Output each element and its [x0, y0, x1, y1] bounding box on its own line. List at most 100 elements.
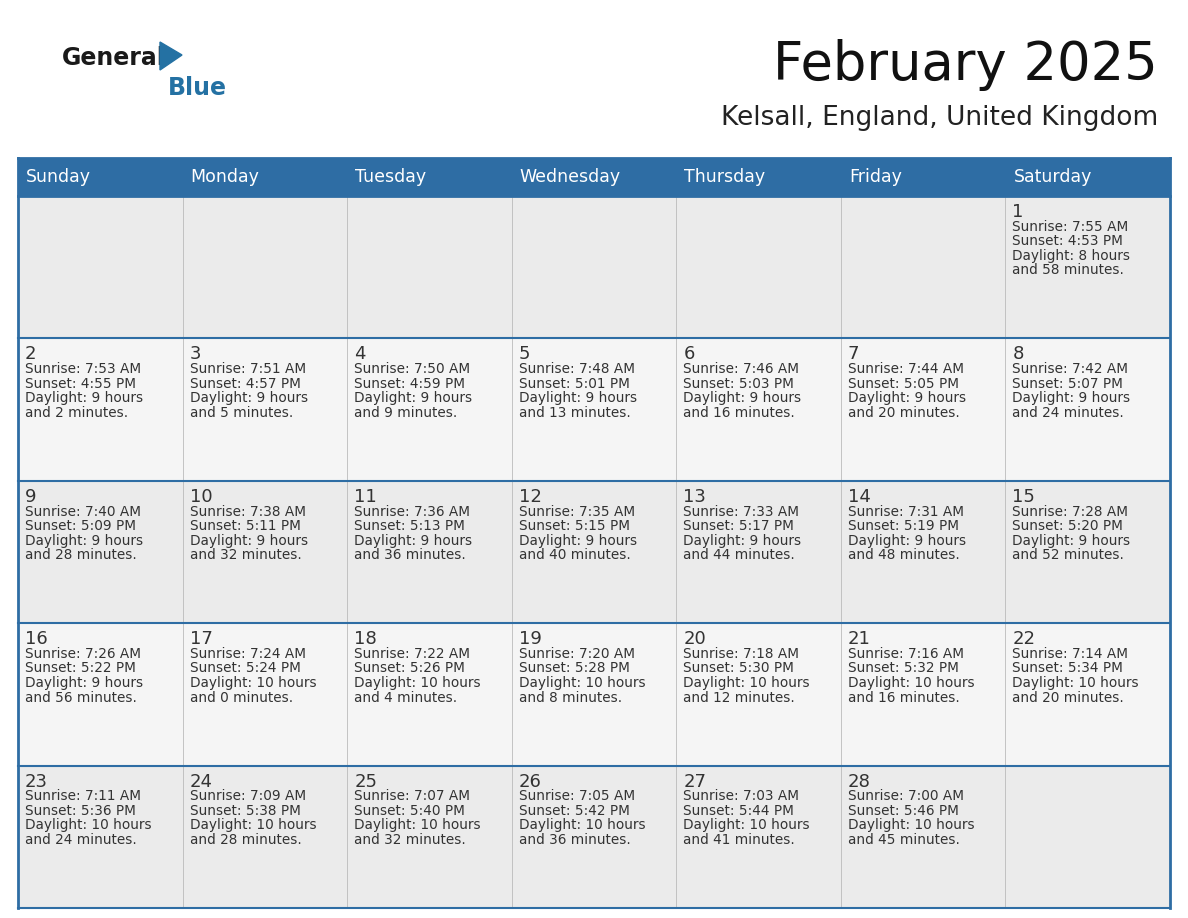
- Bar: [18, 481, 1170, 623]
- Text: 18: 18: [354, 630, 377, 648]
- Text: Daylight: 9 hours: Daylight: 9 hours: [190, 533, 308, 548]
- Polygon shape: [160, 42, 182, 70]
- Text: 22: 22: [1012, 630, 1036, 648]
- Text: Sunrise: 7:46 AM: Sunrise: 7:46 AM: [683, 363, 800, 376]
- Text: Sunrise: 7:22 AM: Sunrise: 7:22 AM: [354, 647, 470, 661]
- Text: Daylight: 9 hours: Daylight: 9 hours: [1012, 533, 1131, 548]
- Text: and 36 minutes.: and 36 minutes.: [354, 548, 466, 562]
- Text: Monday: Monday: [190, 168, 259, 186]
- Text: 10: 10: [190, 487, 213, 506]
- Text: 1: 1: [1012, 203, 1024, 221]
- Text: 6: 6: [683, 345, 695, 364]
- Text: Sunset: 5:03 PM: Sunset: 5:03 PM: [683, 376, 794, 391]
- Text: 15: 15: [1012, 487, 1035, 506]
- Text: Sunset: 5:17 PM: Sunset: 5:17 PM: [683, 519, 794, 533]
- Text: and 9 minutes.: and 9 minutes.: [354, 406, 457, 420]
- Text: Sunrise: 7:35 AM: Sunrise: 7:35 AM: [519, 505, 634, 519]
- Text: Sunset: 5:05 PM: Sunset: 5:05 PM: [848, 376, 959, 391]
- Text: Daylight: 9 hours: Daylight: 9 hours: [519, 391, 637, 405]
- Text: Thursday: Thursday: [684, 168, 765, 186]
- Text: and 44 minutes.: and 44 minutes.: [683, 548, 795, 562]
- Text: and 32 minutes.: and 32 minutes.: [354, 833, 466, 847]
- Text: 25: 25: [354, 773, 377, 790]
- Text: and 28 minutes.: and 28 minutes.: [25, 548, 137, 562]
- Text: February 2025: February 2025: [773, 39, 1158, 91]
- Text: Sunset: 4:59 PM: Sunset: 4:59 PM: [354, 376, 466, 391]
- Bar: [18, 158, 1170, 196]
- Text: Daylight: 10 hours: Daylight: 10 hours: [848, 676, 974, 690]
- Text: Daylight: 10 hours: Daylight: 10 hours: [848, 819, 974, 833]
- Text: Sunrise: 7:16 AM: Sunrise: 7:16 AM: [848, 647, 963, 661]
- Text: Daylight: 10 hours: Daylight: 10 hours: [1012, 676, 1139, 690]
- Text: 24: 24: [190, 773, 213, 790]
- Text: Sunset: 5:13 PM: Sunset: 5:13 PM: [354, 519, 465, 533]
- Text: Sunset: 5:19 PM: Sunset: 5:19 PM: [848, 519, 959, 533]
- Text: Wednesday: Wednesday: [519, 168, 621, 186]
- Text: Blue: Blue: [168, 76, 227, 100]
- Text: and 0 minutes.: and 0 minutes.: [190, 690, 292, 704]
- Text: and 16 minutes.: and 16 minutes.: [683, 406, 795, 420]
- Text: and 12 minutes.: and 12 minutes.: [683, 690, 795, 704]
- Text: Daylight: 9 hours: Daylight: 9 hours: [683, 533, 802, 548]
- Text: Sunrise: 7:18 AM: Sunrise: 7:18 AM: [683, 647, 800, 661]
- Text: Daylight: 9 hours: Daylight: 9 hours: [1012, 391, 1131, 405]
- Text: and 24 minutes.: and 24 minutes.: [25, 833, 137, 847]
- Bar: [18, 623, 1170, 766]
- Text: Daylight: 9 hours: Daylight: 9 hours: [25, 676, 143, 690]
- Text: Sunrise: 7:44 AM: Sunrise: 7:44 AM: [848, 363, 963, 376]
- Text: Sunset: 5:15 PM: Sunset: 5:15 PM: [519, 519, 630, 533]
- Text: Daylight: 9 hours: Daylight: 9 hours: [190, 391, 308, 405]
- Text: Sunrise: 7:53 AM: Sunrise: 7:53 AM: [25, 363, 141, 376]
- Text: Daylight: 9 hours: Daylight: 9 hours: [354, 533, 473, 548]
- Text: Sunrise: 7:03 AM: Sunrise: 7:03 AM: [683, 789, 800, 803]
- Text: and 40 minutes.: and 40 minutes.: [519, 548, 631, 562]
- Text: 28: 28: [848, 773, 871, 790]
- Text: Sunset: 5:11 PM: Sunset: 5:11 PM: [190, 519, 301, 533]
- Text: Daylight: 10 hours: Daylight: 10 hours: [519, 819, 645, 833]
- Text: Sunrise: 7:51 AM: Sunrise: 7:51 AM: [190, 363, 305, 376]
- Text: Sunset: 5:38 PM: Sunset: 5:38 PM: [190, 804, 301, 818]
- Text: and 32 minutes.: and 32 minutes.: [190, 548, 302, 562]
- Text: 13: 13: [683, 487, 706, 506]
- Text: Sunset: 5:26 PM: Sunset: 5:26 PM: [354, 662, 465, 676]
- Text: Sunrise: 7:24 AM: Sunrise: 7:24 AM: [190, 647, 305, 661]
- Text: 7: 7: [848, 345, 859, 364]
- Text: and 16 minutes.: and 16 minutes.: [848, 690, 960, 704]
- Text: Sunset: 5:09 PM: Sunset: 5:09 PM: [25, 519, 135, 533]
- Text: 14: 14: [848, 487, 871, 506]
- Text: Sunrise: 7:38 AM: Sunrise: 7:38 AM: [190, 505, 305, 519]
- Text: Daylight: 10 hours: Daylight: 10 hours: [25, 819, 152, 833]
- Text: and 4 minutes.: and 4 minutes.: [354, 690, 457, 704]
- Text: Daylight: 9 hours: Daylight: 9 hours: [683, 391, 802, 405]
- Text: and 20 minutes.: and 20 minutes.: [848, 406, 960, 420]
- Text: and 2 minutes.: and 2 minutes.: [25, 406, 128, 420]
- Text: Friday: Friday: [849, 168, 902, 186]
- Text: Sunrise: 7:28 AM: Sunrise: 7:28 AM: [1012, 505, 1129, 519]
- Text: 26: 26: [519, 773, 542, 790]
- Text: Daylight: 9 hours: Daylight: 9 hours: [354, 391, 473, 405]
- Text: Daylight: 10 hours: Daylight: 10 hours: [354, 676, 481, 690]
- Text: Sunrise: 7:00 AM: Sunrise: 7:00 AM: [848, 789, 963, 803]
- Text: 3: 3: [190, 345, 201, 364]
- Text: Daylight: 9 hours: Daylight: 9 hours: [848, 391, 966, 405]
- Text: and 20 minutes.: and 20 minutes.: [1012, 690, 1124, 704]
- Text: and 36 minutes.: and 36 minutes.: [519, 833, 631, 847]
- Text: and 56 minutes.: and 56 minutes.: [25, 690, 137, 704]
- Text: Saturday: Saturday: [1013, 168, 1092, 186]
- Text: Kelsall, England, United Kingdom: Kelsall, England, United Kingdom: [721, 105, 1158, 131]
- Text: Sunset: 5:32 PM: Sunset: 5:32 PM: [848, 662, 959, 676]
- Text: 16: 16: [25, 630, 48, 648]
- Text: Sunset: 5:20 PM: Sunset: 5:20 PM: [1012, 519, 1124, 533]
- Text: Sunrise: 7:42 AM: Sunrise: 7:42 AM: [1012, 363, 1129, 376]
- Text: Sunset: 4:53 PM: Sunset: 4:53 PM: [1012, 234, 1124, 248]
- Text: Sunrise: 7:05 AM: Sunrise: 7:05 AM: [519, 789, 634, 803]
- Text: Sunrise: 7:11 AM: Sunrise: 7:11 AM: [25, 789, 141, 803]
- Text: Daylight: 8 hours: Daylight: 8 hours: [1012, 249, 1131, 263]
- Text: 5: 5: [519, 345, 530, 364]
- Text: and 8 minutes.: and 8 minutes.: [519, 690, 621, 704]
- Text: and 58 minutes.: and 58 minutes.: [1012, 263, 1124, 277]
- Text: and 41 minutes.: and 41 minutes.: [683, 833, 795, 847]
- Text: 9: 9: [25, 487, 37, 506]
- Text: Sunrise: 7:09 AM: Sunrise: 7:09 AM: [190, 789, 305, 803]
- Text: and 24 minutes.: and 24 minutes.: [1012, 406, 1124, 420]
